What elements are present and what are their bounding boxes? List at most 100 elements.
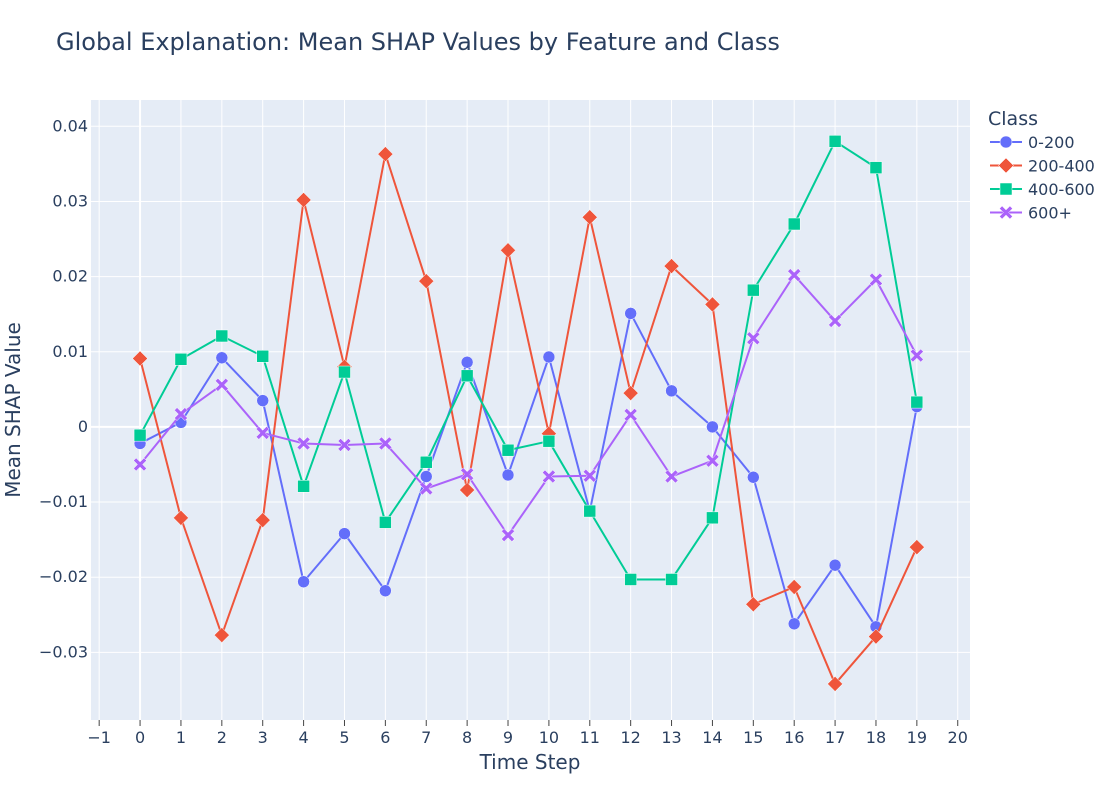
data-point (379, 584, 392, 597)
zero-line (91, 100, 970, 720)
data-point (460, 369, 474, 383)
legend-label: 600+ (1028, 204, 1072, 223)
x-tick-label: 11 (580, 728, 600, 747)
x-tick-label: 10 (539, 728, 559, 747)
data-point (460, 356, 474, 369)
data-point (869, 161, 883, 174)
data-point (910, 395, 924, 409)
y-tick-label: −0.01 (39, 492, 88, 511)
data-point (746, 331, 761, 346)
data-point (419, 455, 433, 469)
data-point (173, 509, 189, 526)
legend-item[interactable]: 0-200 (990, 133, 1075, 152)
legend-item[interactable]: 600+ (990, 204, 1072, 223)
legend-label: 200-400 (1028, 157, 1095, 176)
data-point (663, 258, 680, 274)
data-point (295, 192, 312, 208)
data-point (254, 512, 271, 528)
y-tick-label: 0.01 (52, 342, 88, 361)
data-point (747, 471, 760, 484)
legend-marker (999, 205, 1013, 220)
legend-item[interactable]: 200-400 (990, 157, 1095, 176)
data-point (174, 407, 188, 421)
data-point (338, 365, 351, 379)
data-point (542, 469, 556, 484)
y-tick-label: 0 (78, 417, 88, 436)
data-point (256, 394, 269, 407)
legend-marker (998, 157, 1014, 174)
data-point (706, 511, 719, 525)
data-point (745, 596, 762, 613)
data-point (255, 426, 270, 440)
series-layer (132, 135, 925, 692)
data-point (501, 528, 515, 542)
x-tick-label: −1 (87, 728, 111, 747)
data-point (500, 242, 516, 259)
data-point (338, 527, 351, 540)
data-point (787, 268, 802, 282)
data-point (583, 504, 597, 518)
x-tick-label: 19 (907, 728, 927, 747)
data-point (665, 573, 678, 586)
data-point (786, 579, 803, 595)
data-point (827, 676, 843, 692)
legend-marker (999, 135, 1013, 149)
data-point (624, 307, 637, 320)
data-point (582, 468, 597, 483)
x-tick-label: 16 (784, 728, 804, 747)
x-axis-title: Time Step (479, 750, 581, 774)
series-400-600 (133, 135, 924, 586)
chart-title: Global Explanation: Mean SHAP Values by … (56, 28, 780, 56)
series-line (139, 312, 918, 628)
series-600+ (133, 268, 924, 542)
data-point (828, 314, 842, 328)
data-point (459, 482, 475, 498)
data-point (377, 146, 394, 162)
legend-title: Class (988, 108, 1038, 130)
x-tick-label: 0 (135, 728, 145, 747)
data-point (747, 283, 760, 297)
data-point (787, 217, 801, 231)
data-point (337, 438, 352, 452)
x-tick-label: 17 (825, 728, 845, 747)
data-point (542, 434, 556, 448)
x-tick-label: 2 (217, 728, 227, 747)
data-point (378, 436, 393, 451)
y-tick-label: 0.03 (52, 191, 88, 210)
x-tick-label: 3 (258, 728, 268, 747)
x-tick-label: 20 (948, 728, 968, 747)
data-point (869, 272, 883, 287)
x-tick-label: 4 (299, 728, 309, 747)
x-tick-label: 9 (503, 728, 513, 747)
legend-item[interactable]: 400-600 (990, 180, 1095, 199)
data-point (297, 480, 310, 493)
data-point (828, 558, 842, 572)
x-tick-label: 6 (380, 728, 390, 747)
data-point (908, 539, 925, 556)
data-point (215, 329, 229, 343)
x-tick-label: 1 (176, 728, 186, 747)
x-tick-label: 8 (462, 728, 472, 747)
series-line (139, 153, 918, 685)
x-tick-label: 14 (702, 728, 722, 747)
data-point (297, 575, 310, 588)
data-point (460, 467, 474, 482)
data-point (501, 443, 515, 457)
legend-label: 400-600 (1028, 180, 1095, 199)
x-tick-label: 7 (421, 728, 431, 747)
y-tick-label: −0.03 (39, 642, 88, 661)
data-point (542, 350, 556, 364)
data-point (787, 617, 801, 631)
data-point (705, 453, 720, 468)
data-point (379, 516, 392, 529)
x-tick-label: 13 (661, 728, 681, 747)
x-axis-ticks: −1 0 1 2 3 4 5 6 7 8 9 10 11 12 13 14 15 16 17 18 19 20 (87, 720, 968, 747)
data-point (623, 408, 638, 422)
data-point (419, 481, 434, 496)
data-point (828, 135, 842, 148)
y-axis-ticks: −0.03 −0.02 −0.01 0 0.01 0.02 0.03 0.04 (39, 116, 88, 661)
data-point (664, 469, 679, 484)
y-axis-title: Mean SHAP Value (1, 322, 25, 498)
series-line (139, 274, 918, 537)
